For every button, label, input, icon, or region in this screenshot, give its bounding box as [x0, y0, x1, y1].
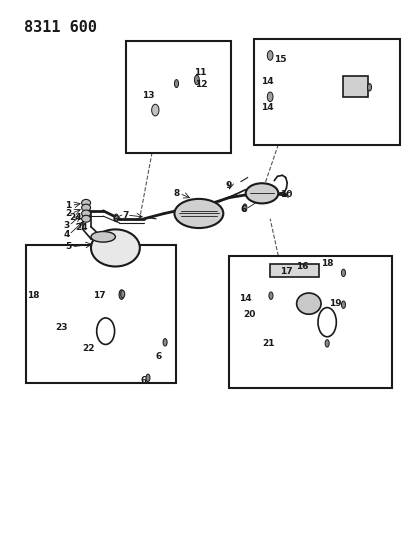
Ellipse shape — [81, 199, 90, 206]
Ellipse shape — [267, 51, 272, 60]
Ellipse shape — [194, 75, 199, 85]
Text: 14: 14 — [260, 103, 272, 112]
Ellipse shape — [324, 340, 328, 347]
Bar — [253, 38, 400, 144]
Text: 6: 6 — [155, 352, 161, 361]
Text: 1: 1 — [65, 201, 72, 210]
Text: 8311 600: 8311 600 — [24, 20, 97, 35]
Ellipse shape — [341, 269, 345, 277]
Bar — [26, 245, 176, 383]
Ellipse shape — [91, 231, 115, 242]
Text: 2: 2 — [65, 209, 72, 218]
Ellipse shape — [81, 204, 90, 211]
Text: 14: 14 — [260, 77, 272, 86]
Text: 6: 6 — [140, 376, 147, 385]
Text: 17: 17 — [279, 268, 292, 276]
Ellipse shape — [242, 204, 246, 212]
Ellipse shape — [146, 374, 150, 382]
Text: 6: 6 — [240, 205, 246, 214]
Text: 3: 3 — [63, 221, 70, 230]
Ellipse shape — [174, 79, 178, 87]
Text: 9: 9 — [225, 181, 231, 190]
Text: 21: 21 — [261, 339, 274, 348]
Text: 16: 16 — [296, 262, 308, 271]
Ellipse shape — [317, 308, 335, 337]
Ellipse shape — [114, 214, 118, 221]
Text: 24: 24 — [70, 213, 82, 222]
Text: 10: 10 — [280, 190, 292, 199]
Ellipse shape — [268, 292, 272, 300]
Ellipse shape — [174, 199, 223, 228]
Ellipse shape — [296, 293, 320, 314]
Text: 4: 4 — [63, 230, 70, 239]
Ellipse shape — [97, 318, 115, 344]
Text: 19: 19 — [328, 299, 341, 308]
Ellipse shape — [91, 229, 139, 266]
Text: 6: 6 — [112, 215, 118, 224]
Text: 5: 5 — [65, 243, 72, 252]
Ellipse shape — [163, 338, 167, 346]
Text: 23: 23 — [55, 323, 68, 332]
Text: 18: 18 — [27, 291, 39, 300]
Ellipse shape — [81, 210, 90, 217]
Text: 24: 24 — [76, 223, 88, 232]
Ellipse shape — [120, 290, 124, 298]
Bar — [270, 264, 318, 277]
Text: 13: 13 — [142, 91, 154, 100]
Text: 15: 15 — [274, 55, 286, 64]
Text: 20: 20 — [242, 310, 254, 319]
Ellipse shape — [151, 104, 159, 116]
Ellipse shape — [81, 215, 90, 222]
Text: 7: 7 — [122, 211, 128, 220]
Text: 11: 11 — [193, 68, 206, 77]
Text: 8: 8 — [173, 189, 179, 198]
Bar — [229, 256, 391, 389]
Text: 12: 12 — [194, 80, 207, 89]
Ellipse shape — [119, 290, 124, 300]
Ellipse shape — [267, 92, 272, 102]
Text: 14: 14 — [239, 294, 252, 303]
Ellipse shape — [341, 301, 345, 309]
Bar — [125, 41, 231, 152]
Text: 17: 17 — [92, 291, 105, 300]
Text: 22: 22 — [83, 344, 95, 353]
Ellipse shape — [366, 84, 371, 91]
Text: 18: 18 — [320, 260, 333, 268]
Ellipse shape — [245, 183, 278, 204]
Bar — [343, 76, 367, 97]
